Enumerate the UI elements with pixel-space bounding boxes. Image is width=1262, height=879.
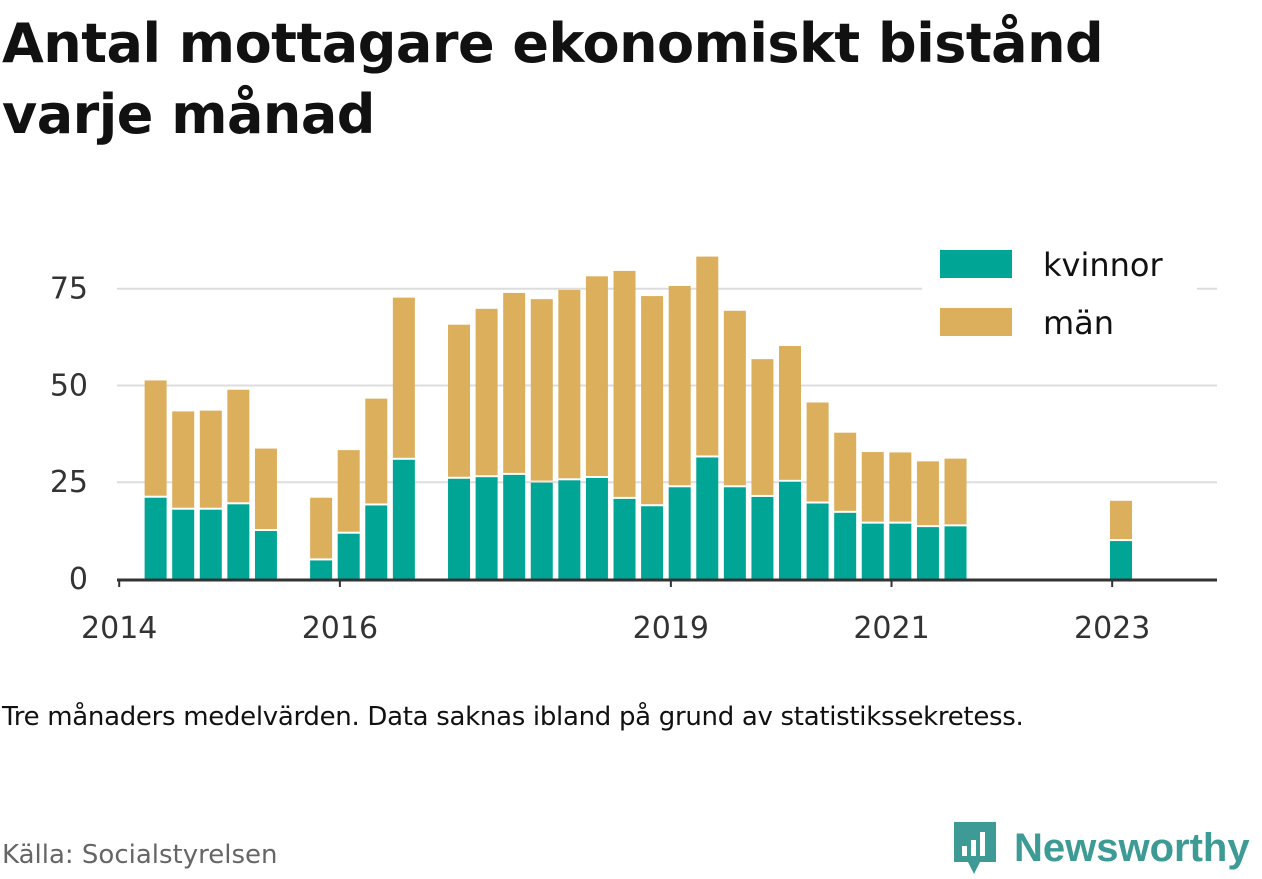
bar-kvinnor	[779, 481, 802, 579]
bar-man	[558, 289, 581, 479]
newsworthy-logo-icon	[954, 822, 996, 874]
bar-man	[254, 448, 277, 530]
x-tick-label: 2019	[633, 611, 709, 646]
source-label: Källa: Socialstyrelsen	[2, 840, 278, 870]
bar-man	[751, 359, 774, 495]
bar-man	[1110, 500, 1133, 540]
bar-kvinnor	[254, 531, 277, 579]
bar-kvinnor	[337, 533, 360, 579]
bar-man	[585, 276, 608, 476]
bar-kvinnor	[696, 457, 719, 579]
bar-man	[337, 450, 360, 532]
bar-man	[834, 432, 857, 511]
chart-title: Antal mottagare ekonomiskt bistånd varje…	[2, 12, 1104, 146]
bar-kvinnor	[1110, 541, 1133, 579]
bar-kvinnor	[806, 503, 829, 579]
legend-swatch-kvinnor	[940, 250, 1012, 278]
bar-man	[696, 256, 719, 456]
bar-man	[613, 270, 636, 497]
bar-kvinnor	[723, 487, 746, 579]
bar-kvinnor	[834, 512, 857, 579]
x-tick-label: 2021	[853, 611, 929, 646]
bar-kvinnor	[475, 477, 498, 579]
x-tick-label: 2014	[81, 611, 157, 646]
bar-kvinnor	[668, 487, 691, 579]
bar-man	[668, 285, 691, 486]
bar-kvinnor	[641, 506, 664, 579]
x-tick-label: 2023	[1074, 611, 1150, 646]
bar-man	[916, 461, 939, 526]
y-tick-label: 50	[50, 368, 88, 403]
x-tick-label: 2016	[302, 611, 378, 646]
bar-man	[944, 458, 967, 525]
bar-kvinnor	[227, 504, 250, 579]
bar-man	[503, 292, 526, 473]
bar-man	[889, 452, 912, 522]
bar-kvinnor	[503, 474, 526, 579]
bar-kvinnor	[889, 523, 912, 579]
bar-man	[199, 410, 222, 508]
bar-man	[310, 497, 333, 559]
bars	[144, 256, 1133, 579]
legend-swatch-man	[940, 308, 1012, 336]
bar-man	[861, 452, 884, 522]
chart-note: Tre månaders medelvärden. Data saknas ib…	[2, 702, 1024, 732]
bar-kvinnor	[944, 526, 967, 579]
bar-man	[172, 411, 195, 508]
y-tick-label: 75	[50, 272, 88, 307]
bar-man	[448, 324, 471, 477]
brand-name: Newsworthy	[1014, 825, 1250, 870]
bar-man	[227, 389, 250, 503]
axes: 0 25 50 75 2014 2016 2019 2021 2023	[50, 272, 1217, 646]
bar-kvinnor	[172, 509, 195, 579]
bar-kvinnor	[558, 480, 581, 579]
bar-man	[641, 296, 664, 505]
legend-label-kvinnor: kvinnor	[1043, 246, 1164, 284]
legend-label-man: män	[1043, 304, 1114, 342]
bar-kvinnor	[861, 523, 884, 579]
y-tick-label: 0	[69, 562, 88, 597]
bar-man	[144, 380, 167, 496]
bar-kvinnor	[392, 459, 415, 579]
bar-kvinnor	[144, 497, 167, 579]
bar-kvinnor	[310, 560, 333, 579]
bar-kvinnor	[751, 496, 774, 579]
bar-kvinnor	[585, 477, 608, 579]
bar-man	[475, 308, 498, 476]
stacked-bar-chart: 0 25 50 75 2014 2016 2019 2021 2023 kvinnor män	[49, 242, 1217, 646]
bar-kvinnor	[199, 509, 222, 579]
bar-kvinnor	[448, 478, 471, 579]
bar-man	[779, 345, 802, 480]
newsworthy-logo: Newsworthy	[950, 818, 1250, 878]
bar-kvinnor	[530, 482, 553, 579]
bar-man	[530, 299, 553, 481]
bar-man	[365, 398, 388, 504]
bar-man	[806, 402, 829, 502]
bar-man	[723, 310, 746, 486]
bar-kvinnor	[613, 498, 636, 579]
bar-kvinnor	[916, 527, 939, 579]
y-tick-label: 25	[50, 465, 88, 500]
bar-man	[392, 297, 415, 458]
bar-kvinnor	[365, 505, 388, 579]
legend: kvinnor män	[922, 242, 1197, 352]
